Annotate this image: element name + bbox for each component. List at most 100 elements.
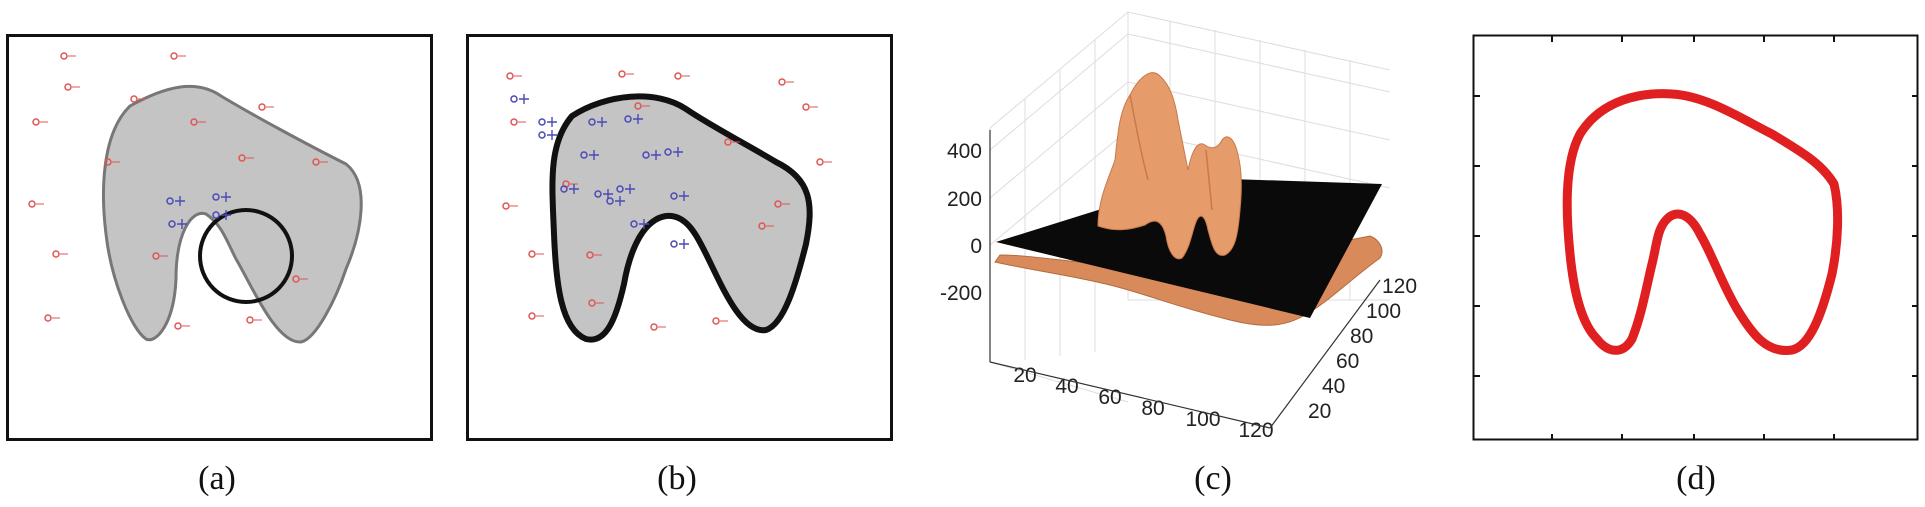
upper-surface-peaks	[1097, 72, 1242, 260]
outside-sample-marker	[246, 316, 254, 324]
x-tick-label: 80	[1141, 397, 1164, 420]
outside-sample-marker	[588, 299, 596, 307]
z-axis-ticks: 400 200 0 -200	[940, 140, 982, 305]
inside-sample-marker	[642, 151, 650, 159]
caption-d: (d)	[1676, 460, 1716, 497]
inside-sample-marker	[670, 192, 678, 200]
panel-c-figure: 400 200 0 -200 20 40 60 80 100 120 20 40…	[940, 11, 1417, 442]
outside-sample-marker	[292, 275, 300, 283]
caption-b: (b)	[657, 460, 697, 497]
outside-sample-marker	[634, 102, 642, 110]
y-axis-ticks: 20 40 60 80 100 120	[1308, 275, 1417, 423]
inside-sample-plus	[625, 184, 635, 194]
y-tick-label: 40	[1322, 375, 1345, 398]
tick-marks	[1474, 36, 1918, 440]
y-tick-label: 120	[1382, 275, 1417, 298]
x-tick-label: 60	[1098, 386, 1121, 409]
inside-sample-plus	[603, 189, 613, 199]
panel-b-figure	[466, 34, 893, 441]
inside-markers-a	[166, 192, 231, 229]
highlight-circle	[198, 208, 294, 304]
inside-sample-plus	[679, 191, 689, 201]
inside-sample-marker	[664, 148, 672, 156]
x-tick-label: 100	[1185, 408, 1220, 431]
outside-sample-marker	[52, 250, 60, 258]
caption-a: (a)	[198, 460, 236, 497]
outside-sample-marker	[190, 118, 198, 126]
inside-sample-marker	[212, 193, 220, 201]
inside-sample-plus	[221, 210, 231, 220]
inside-sample-plus	[679, 239, 689, 249]
outside-sample-marker	[528, 312, 536, 320]
y-tick-label: 80	[1350, 325, 1373, 348]
outside-sample-marker	[258, 103, 266, 111]
y-tick-label: 60	[1336, 350, 1359, 373]
inside-markers-b	[510, 94, 689, 249]
outside-sample-marker	[724, 138, 732, 146]
outside-sample-marker	[816, 158, 824, 166]
panel-a-figure	[6, 34, 433, 441]
inside-sample-plus	[589, 150, 599, 160]
region-shape-a	[102, 84, 363, 344]
inside-sample-marker	[630, 220, 638, 228]
outside-sample-marker	[758, 222, 766, 230]
z-tick-label: 400	[947, 140, 982, 163]
outside-sample-marker	[586, 251, 594, 259]
outside-sample-marker	[130, 95, 138, 103]
outside-sample-marker	[64, 83, 72, 91]
x-tick-label: 40	[1055, 375, 1078, 398]
outside-sample-marker	[618, 70, 626, 78]
outside-sample-marker	[170, 52, 178, 60]
outside-sample-marker	[174, 322, 182, 330]
inside-sample-plus	[651, 150, 661, 160]
inside-sample-plus	[175, 196, 185, 206]
region-shape-b	[549, 93, 813, 343]
outside-sample-marker	[28, 200, 36, 208]
zero-plane	[996, 178, 1382, 318]
inside-sample-marker	[166, 197, 174, 205]
y-tick-label: 20	[1308, 400, 1331, 423]
outside-sample-marker	[674, 72, 682, 80]
inside-sample-marker	[616, 185, 624, 193]
inside-sample-marker	[670, 240, 678, 248]
inside-sample-plus	[597, 117, 607, 127]
inside-sample-marker	[594, 190, 602, 198]
axis-lines	[989, 130, 1381, 429]
outside-sample-marker	[510, 118, 518, 126]
caption-c: (c)	[1194, 460, 1232, 497]
outside-sample-marker	[802, 103, 810, 111]
inside-sample-plus	[177, 219, 187, 229]
outside-sample-marker	[32, 118, 40, 126]
outside-sample-marker	[238, 154, 246, 162]
x-axis-ticks: 20 40 60 80 100 120	[1013, 364, 1273, 442]
outside-sample-marker	[502, 202, 510, 210]
outside-sample-marker	[712, 317, 720, 325]
inside-sample-marker	[588, 118, 596, 126]
inside-sample-marker	[538, 131, 546, 139]
inside-sample-plus	[519, 94, 529, 104]
inside-sample-marker	[624, 115, 632, 123]
inside-sample-plus	[547, 117, 557, 127]
outside-sample-marker	[650, 323, 658, 331]
z-tick-label: 200	[947, 188, 982, 211]
outside-sample-marker	[528, 250, 536, 258]
outside-sample-marker	[104, 158, 112, 166]
outside-sample-marker	[506, 72, 514, 80]
contour-line	[1562, 89, 1843, 355]
outside-sample-marker	[778, 78, 786, 86]
outside-markers-b	[502, 70, 832, 331]
inside-sample-marker	[560, 185, 568, 193]
outside-sample-marker	[60, 52, 68, 60]
panel-d-figure	[1472, 34, 1919, 441]
z-tick-label: -200	[940, 282, 982, 305]
inside-sample-plus	[673, 147, 683, 157]
outside-sample-marker	[152, 252, 160, 260]
inside-sample-plus	[221, 192, 231, 202]
inside-sample-marker	[168, 220, 176, 228]
outside-markers-a	[28, 52, 328, 330]
x-tick-label: 20	[1013, 364, 1036, 387]
inside-sample-marker	[580, 151, 588, 159]
outside-sample-marker	[44, 314, 52, 322]
outside-sample-marker	[774, 200, 782, 208]
inside-sample-plus	[615, 196, 625, 206]
